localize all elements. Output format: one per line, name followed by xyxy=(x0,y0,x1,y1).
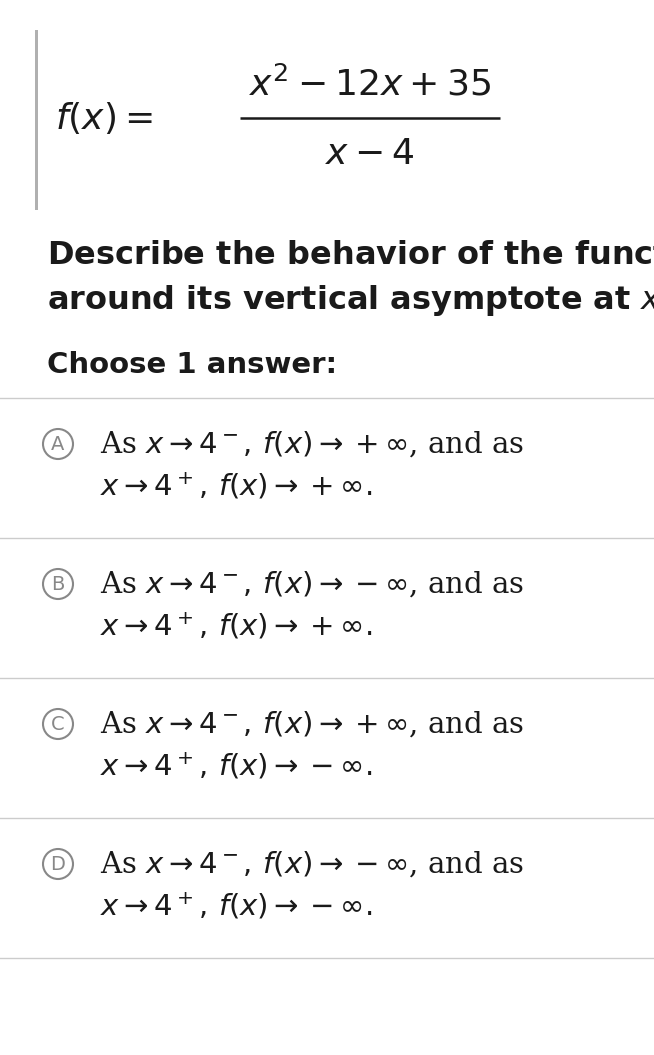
Text: $x \to 4^+,\, f(x) \to -\infty.$: $x \to 4^+,\, f(x) \to -\infty.$ xyxy=(100,890,372,921)
Text: Describe the behavior of the function $f$: Describe the behavior of the function $f… xyxy=(47,239,654,270)
Text: $x - 4$: $x - 4$ xyxy=(325,137,415,171)
Text: As $x \to 4^-,\, f(x) \to -\infty$, and as: As $x \to 4^-,\, f(x) \to -\infty$, and … xyxy=(100,849,524,879)
Text: As $x \to 4^-,\, f(x) \to +\infty$, and as: As $x \to 4^-,\, f(x) \to +\infty$, and … xyxy=(100,709,524,738)
Text: $x^2 - 12x + 35$: $x^2 - 12x + 35$ xyxy=(249,65,491,102)
Bar xyxy=(35,30,38,210)
Text: $x \to 4^+,\, f(x) \to -\infty.$: $x \to 4^+,\, f(x) \to -\infty.$ xyxy=(100,750,372,782)
Text: $f(x) =$: $f(x) =$ xyxy=(55,100,153,136)
Text: As $x \to 4^-,\, f(x) \to +\infty$, and as: As $x \to 4^-,\, f(x) \to +\infty$, and … xyxy=(100,429,524,459)
Text: As $x \to 4^-,\, f(x) \to -\infty$, and as: As $x \to 4^-,\, f(x) \to -\infty$, and … xyxy=(100,569,524,599)
Text: $x \to 4^+,\, f(x) \to +\infty.$: $x \to 4^+,\, f(x) \to +\infty.$ xyxy=(100,611,372,641)
Text: A: A xyxy=(51,435,65,454)
Text: C: C xyxy=(51,714,65,733)
Text: D: D xyxy=(50,855,65,874)
Text: B: B xyxy=(51,575,65,594)
Text: $x \to 4^+,\, f(x) \to +\infty.$: $x \to 4^+,\, f(x) \to +\infty.$ xyxy=(100,471,372,501)
Text: Choose 1 answer:: Choose 1 answer: xyxy=(47,351,337,379)
Text: around its vertical asymptote at $x = 4.$: around its vertical asymptote at $x = 4.… xyxy=(47,283,654,318)
